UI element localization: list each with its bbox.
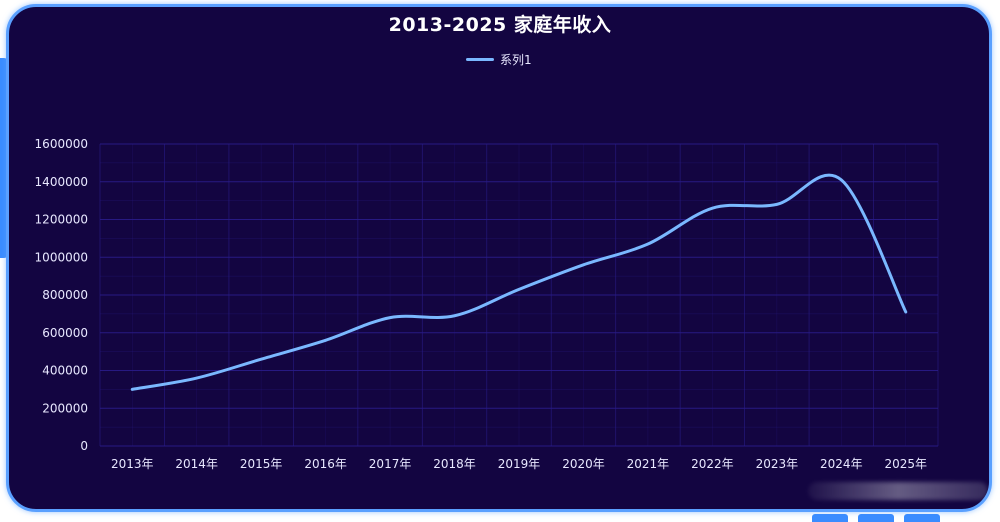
y-tick-label: 600000 bbox=[42, 326, 88, 340]
x-tick-label: 2014年 bbox=[175, 457, 218, 471]
bottom-tab bbox=[812, 514, 848, 522]
x-tick-label: 2022年 bbox=[691, 457, 734, 471]
x-tick-label: 2025年 bbox=[884, 457, 927, 471]
x-tick-label: 2015年 bbox=[240, 457, 283, 471]
y-tick-label: 1400000 bbox=[35, 175, 88, 189]
x-tick-label: 2018年 bbox=[433, 457, 476, 471]
x-tick-label: 2024年 bbox=[820, 457, 863, 471]
y-tick-label: 1200000 bbox=[35, 213, 88, 227]
y-tick-label: 200000 bbox=[42, 401, 88, 415]
x-tick-label: 2019年 bbox=[498, 457, 541, 471]
y-tick-label: 0 bbox=[80, 439, 88, 453]
bottom-tab bbox=[904, 514, 940, 522]
x-tick-label: 2023年 bbox=[756, 457, 799, 471]
x-tick-label: 2013年 bbox=[111, 457, 154, 471]
x-tick-label: 2016年 bbox=[304, 457, 347, 471]
series-line bbox=[130, 173, 908, 391]
y-tick-label: 1600000 bbox=[35, 137, 88, 151]
watermark bbox=[808, 482, 988, 500]
bottom-tab bbox=[858, 514, 894, 522]
y-tick-label: 800000 bbox=[42, 288, 88, 302]
chart-legend[interactable]: 系列1 bbox=[466, 50, 532, 68]
x-tick-label: 2021年 bbox=[627, 457, 670, 471]
y-tick-label: 1000000 bbox=[35, 250, 88, 264]
x-tick-label: 2020年 bbox=[562, 457, 605, 471]
x-tick-label: 2017年 bbox=[369, 457, 412, 471]
y-tick-label: 400000 bbox=[42, 364, 88, 378]
side-accent-bar bbox=[0, 58, 8, 258]
legend-swatch bbox=[466, 57, 494, 61]
chart-title: 2013-2025 家庭年收入 bbox=[388, 14, 612, 36]
legend-label: 系列1 bbox=[500, 52, 532, 67]
